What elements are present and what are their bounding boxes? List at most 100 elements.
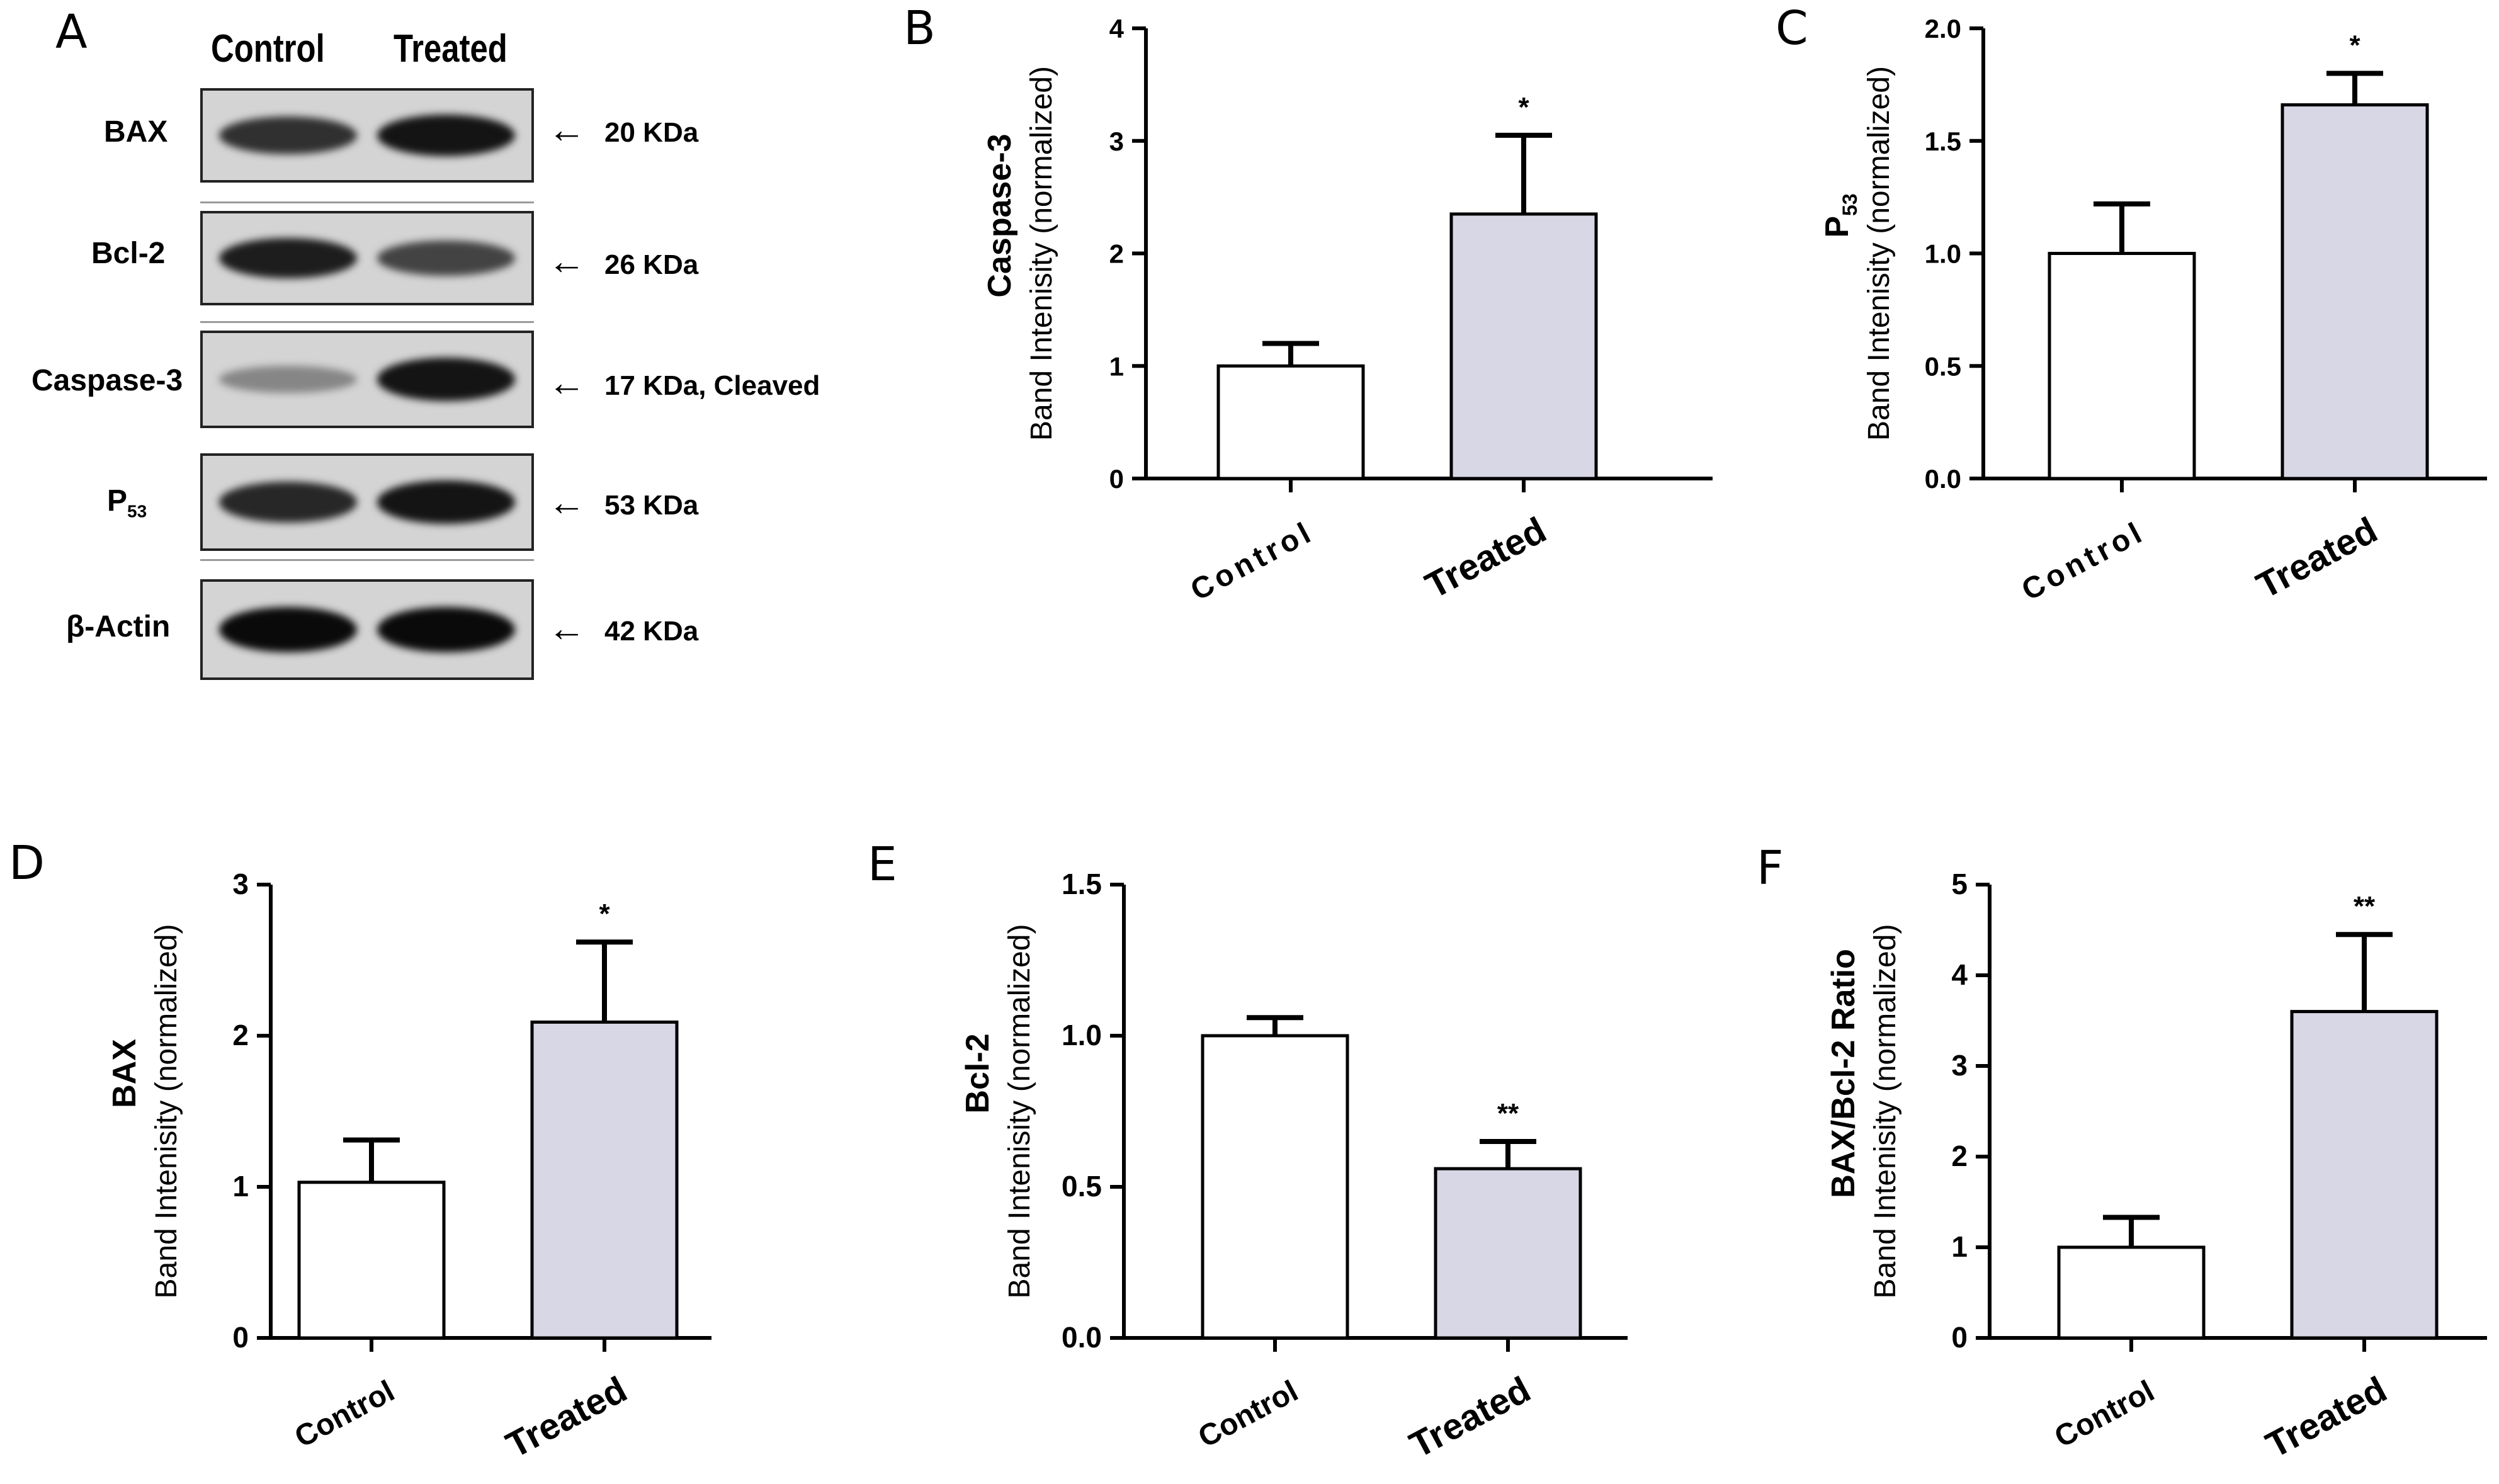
bar-control bbox=[1201, 1034, 1349, 1340]
chart-bcl2: 0.0 0.5 1.0 1.5 Band Intenisity (normalized)… bbox=[960, 868, 1628, 1466]
x-category-label: Control bbox=[290, 1374, 400, 1454]
bar-treated bbox=[1434, 1167, 1582, 1340]
y-axis-title: P53 bbox=[1819, 193, 1861, 237]
band-treated bbox=[377, 358, 515, 401]
y-axis-title: Caspase-3 bbox=[982, 133, 1018, 297]
x-category-label: Control bbox=[2049, 1374, 2160, 1454]
arrow-left-icon: ← bbox=[548, 607, 586, 649]
bar-control bbox=[2057, 1245, 2206, 1340]
y-tick-label: 0.5 bbox=[1062, 1170, 1102, 1203]
x-category-label: Treated bbox=[1419, 509, 1553, 606]
blot-label-bax: BAX bbox=[104, 115, 168, 149]
y-tick-label: 1.0 bbox=[1925, 239, 1961, 269]
y-axis-title: Bcl-2 bbox=[960, 1033, 996, 1113]
panel-letter-f: F bbox=[1757, 841, 1784, 895]
x-category-label: Treated bbox=[2250, 509, 2384, 606]
kda-label-caspase3: 17 KDa, Cleaved bbox=[604, 370, 820, 401]
blot-label-bcl2: Bcl-2 bbox=[91, 237, 166, 270]
y-tick-label: 4 bbox=[1109, 14, 1125, 43]
y-tick-label: 1 bbox=[1109, 351, 1124, 381]
kda-label-bcl2: 26 KDa bbox=[604, 249, 699, 280]
bar-treated bbox=[1449, 212, 1598, 480]
bar-control bbox=[297, 1181, 446, 1340]
y-tick-label: 0.0 bbox=[1925, 464, 1961, 494]
kda-label-beta-actin: 42 KDa bbox=[604, 616, 699, 647]
band-treated bbox=[377, 240, 515, 276]
panel-letter-d: D bbox=[9, 836, 45, 890]
panel-letter-c: C bbox=[1776, 1, 1808, 55]
kda-label-bax: 20 KDa bbox=[604, 117, 699, 148]
y-axis-label: Band Intenisity (normalized) bbox=[1003, 924, 1036, 1299]
x-category-label: Control bbox=[1193, 1374, 1304, 1454]
chart-p53: 0.0 0.5 1.0 1.5 2.0 Band Intenisity (normaliz… bbox=[1819, 14, 2487, 608]
band-control bbox=[219, 116, 358, 155]
y-tick-label: 1 bbox=[232, 1170, 249, 1203]
blot-column-control: Control bbox=[211, 27, 325, 71]
arrow-left-icon: ← bbox=[548, 481, 586, 523]
panel-letter-e: E bbox=[868, 837, 897, 892]
y-tick-label: 0 bbox=[1109, 464, 1124, 494]
y-tick-label: 0 bbox=[232, 1321, 249, 1354]
blot-label-beta-actin: β-Actin bbox=[66, 610, 171, 643]
y-tick-label: 0.0 bbox=[1062, 1321, 1102, 1354]
y-tick-label: 1.0 bbox=[1062, 1019, 1102, 1051]
band-control bbox=[219, 237, 358, 279]
x-category-label: Control bbox=[2017, 515, 2151, 608]
blot-label-p53-main: P bbox=[107, 484, 128, 518]
y-tick-label: 1.5 bbox=[1925, 127, 1961, 156]
blot-column-treated: Treated bbox=[394, 27, 507, 71]
y-tick-label: 1 bbox=[1951, 1230, 1968, 1263]
blot-band-box-bcl2 bbox=[200, 211, 534, 305]
y-tick-label: 1.5 bbox=[1062, 868, 1102, 900]
chart-bax: 0 1 2 3 Band Intenisity (normalized)BAX Contr… bbox=[106, 868, 711, 1466]
y-tick-label: 2 bbox=[1951, 1140, 1968, 1172]
chart-caspase3: 0 1 2 3 4 Band Intenisity (normalized)Caspase… bbox=[982, 14, 1713, 608]
band-treated bbox=[377, 606, 515, 653]
blot-divider bbox=[200, 201, 534, 203]
band-control bbox=[219, 606, 358, 653]
blot-band-box-beta-actin bbox=[200, 579, 534, 680]
arrow-left-icon: ← bbox=[548, 361, 586, 404]
y-axis-title: BAX bbox=[106, 1039, 143, 1108]
y-axis-title-subscript: 53 bbox=[1839, 193, 1861, 216]
significance-marker: ** bbox=[1497, 1098, 1519, 1129]
arrow-left-icon: ← bbox=[548, 240, 586, 282]
blot-divider bbox=[200, 559, 534, 561]
blot-label-caspase3: Caspase-3 bbox=[31, 364, 183, 397]
y-tick-label: 0 bbox=[1951, 1321, 1968, 1354]
significance-marker: * bbox=[2349, 30, 2360, 61]
band-control bbox=[219, 482, 358, 523]
bar-treated bbox=[2290, 1010, 2439, 1340]
band-treated bbox=[377, 480, 515, 524]
panel-letter-a: A bbox=[55, 5, 88, 59]
y-tick-label: 2 bbox=[1109, 239, 1124, 269]
arrow-left-icon: ← bbox=[548, 108, 586, 150]
band-treated bbox=[377, 114, 515, 157]
bar-treated bbox=[530, 1020, 679, 1340]
y-tick-label: 0.5 bbox=[1925, 351, 1961, 381]
x-category-label: Treated bbox=[499, 1369, 633, 1466]
y-axis-label: Band Intenisity (normalized) bbox=[1869, 924, 1902, 1299]
blot-band-box-caspase3 bbox=[200, 331, 534, 428]
y-axis-label: Band Intenisity (normalized) bbox=[1862, 66, 1896, 441]
blot-band-box-bax bbox=[200, 88, 534, 183]
blot-band-box-p53 bbox=[200, 453, 534, 551]
y-tick-label: 2.0 bbox=[1925, 14, 1961, 43]
x-category-label: Control bbox=[1186, 515, 1320, 608]
y-tick-label: 3 bbox=[232, 868, 249, 900]
y-axis-label: Band Intenisity (normalized) bbox=[150, 924, 183, 1299]
y-tick-label: 3 bbox=[1109, 127, 1124, 156]
y-axis-label: Band Intenisity (normalized) bbox=[1025, 66, 1058, 441]
y-tick-label: 2 bbox=[232, 1019, 249, 1051]
panel-letter-b: B bbox=[904, 1, 936, 55]
x-category-label: Treated bbox=[1403, 1369, 1537, 1466]
y-axis-title: BAX/Bcl-2 Ratio bbox=[1825, 949, 1862, 1198]
bar-control bbox=[1216, 364, 1365, 480]
bar-treated bbox=[2281, 103, 2429, 480]
significance-marker: * bbox=[1518, 92, 1529, 123]
significance-marker: ** bbox=[2354, 891, 2376, 922]
y-tick-label: 3 bbox=[1951, 1049, 1968, 1082]
blot-divider bbox=[200, 321, 534, 323]
bar-control bbox=[2048, 252, 2196, 480]
y-tick-label: 4 bbox=[1951, 958, 1968, 991]
